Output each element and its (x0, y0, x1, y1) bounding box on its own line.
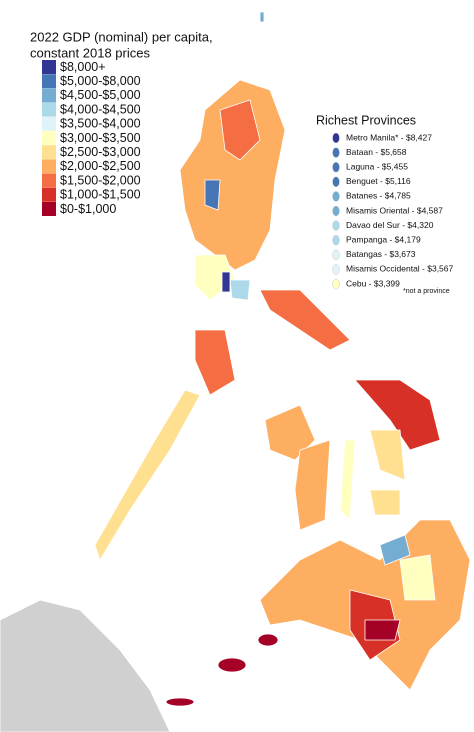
province-label: Benguet - $5,116 (346, 176, 411, 186)
legend-label: $2,500-$3,000 (60, 145, 141, 159)
borneo (0, 599, 171, 732)
note: *not a province (403, 288, 450, 295)
luzon-north (219, 99, 261, 161)
legend-swatch (42, 102, 56, 117)
province-icon (332, 220, 340, 231)
legend-swatch (42, 159, 56, 174)
metro-manila (221, 271, 231, 293)
legend-swatch (42, 88, 56, 103)
province-icon (332, 132, 340, 144)
luzon (179, 79, 286, 271)
province-label: Bataan - $5,658 (346, 147, 407, 157)
sulu (217, 657, 247, 673)
province-label: Laguna - $5,455 (346, 161, 408, 171)
province-icon (332, 278, 340, 290)
legend-label: $4,500-$5,000 (60, 88, 141, 102)
legend-label: $4,000-$4,500 (60, 102, 141, 116)
benguet (204, 179, 221, 211)
province-icon (332, 191, 340, 202)
province-label: Cebu - $3,399 (346, 278, 400, 288)
misamis-oriental (379, 534, 411, 566)
title-line: constant 2018 prices (30, 45, 150, 60)
province-icon (332, 249, 340, 261)
legend-swatch (42, 145, 56, 160)
map-shapes (0, 11, 471, 732)
mindoro (194, 329, 236, 396)
legend-label: $3,000-$3,500 (60, 131, 141, 145)
legend-swatch (42, 131, 56, 145)
legend-swatch (42, 187, 56, 202)
province-icon (332, 234, 340, 246)
basilan (257, 633, 279, 647)
legend-swatch (42, 60, 56, 74)
laguna (229, 279, 251, 301)
bicol (259, 289, 351, 351)
province-label: Davao del Sur - $4,320 (346, 220, 434, 230)
mindanao-central (399, 554, 436, 601)
legend-swatch (42, 74, 56, 89)
legend-label: $1,000-$1,500 (60, 188, 141, 202)
province-label: Misamis Occidental - $3,567 (346, 264, 454, 274)
palawan (94, 389, 201, 561)
leyte (369, 429, 406, 481)
legend-label: $2,000-$2,500 (60, 159, 141, 173)
legend: $8,000+$5,000-$8,000$4,500-$5,000$4,000-… (42, 60, 141, 216)
legend-label: $1,500-$2,000 (60, 173, 141, 187)
province-label: Batanes - $4,785 (346, 191, 411, 201)
richest-provinces: Richest Provinces Metro Manila* - $8,427 B… (316, 113, 454, 295)
richest-title: Richest Provinces (316, 113, 416, 127)
legend-label: $0-$1,000 (60, 202, 116, 216)
province-icon (332, 264, 340, 275)
province-label: Batangas - $3,673 (346, 249, 416, 259)
province-icon (332, 176, 340, 188)
legend-swatch (42, 202, 56, 216)
title-line: 2022 GDP (nominal) per capita, (30, 29, 213, 44)
legend-label: $3,500-$4,000 (60, 117, 141, 131)
legend-label: $5,000-$8,000 (60, 74, 141, 88)
province-label: Misamis Oriental - $4,587 (346, 205, 443, 215)
cebu (339, 439, 356, 521)
bohol (369, 489, 401, 516)
province-icon (332, 161, 340, 173)
legend-label: $8,000+ (60, 60, 106, 74)
province-label: Pampanga - $4,179 (346, 234, 421, 244)
province-icon (332, 147, 340, 158)
legend-swatch (42, 116, 56, 131)
tawi-tawi (165, 697, 195, 707)
province-icon (332, 205, 340, 217)
negros (294, 439, 331, 531)
province-label: Metro Manila* - $8,427 (346, 132, 432, 142)
batanes (259, 11, 265, 23)
title: 2022 GDP (nominal) per capita,constant 2… (30, 29, 213, 60)
legend-swatch (42, 173, 56, 188)
cotabato (364, 619, 401, 641)
samar (354, 379, 441, 451)
